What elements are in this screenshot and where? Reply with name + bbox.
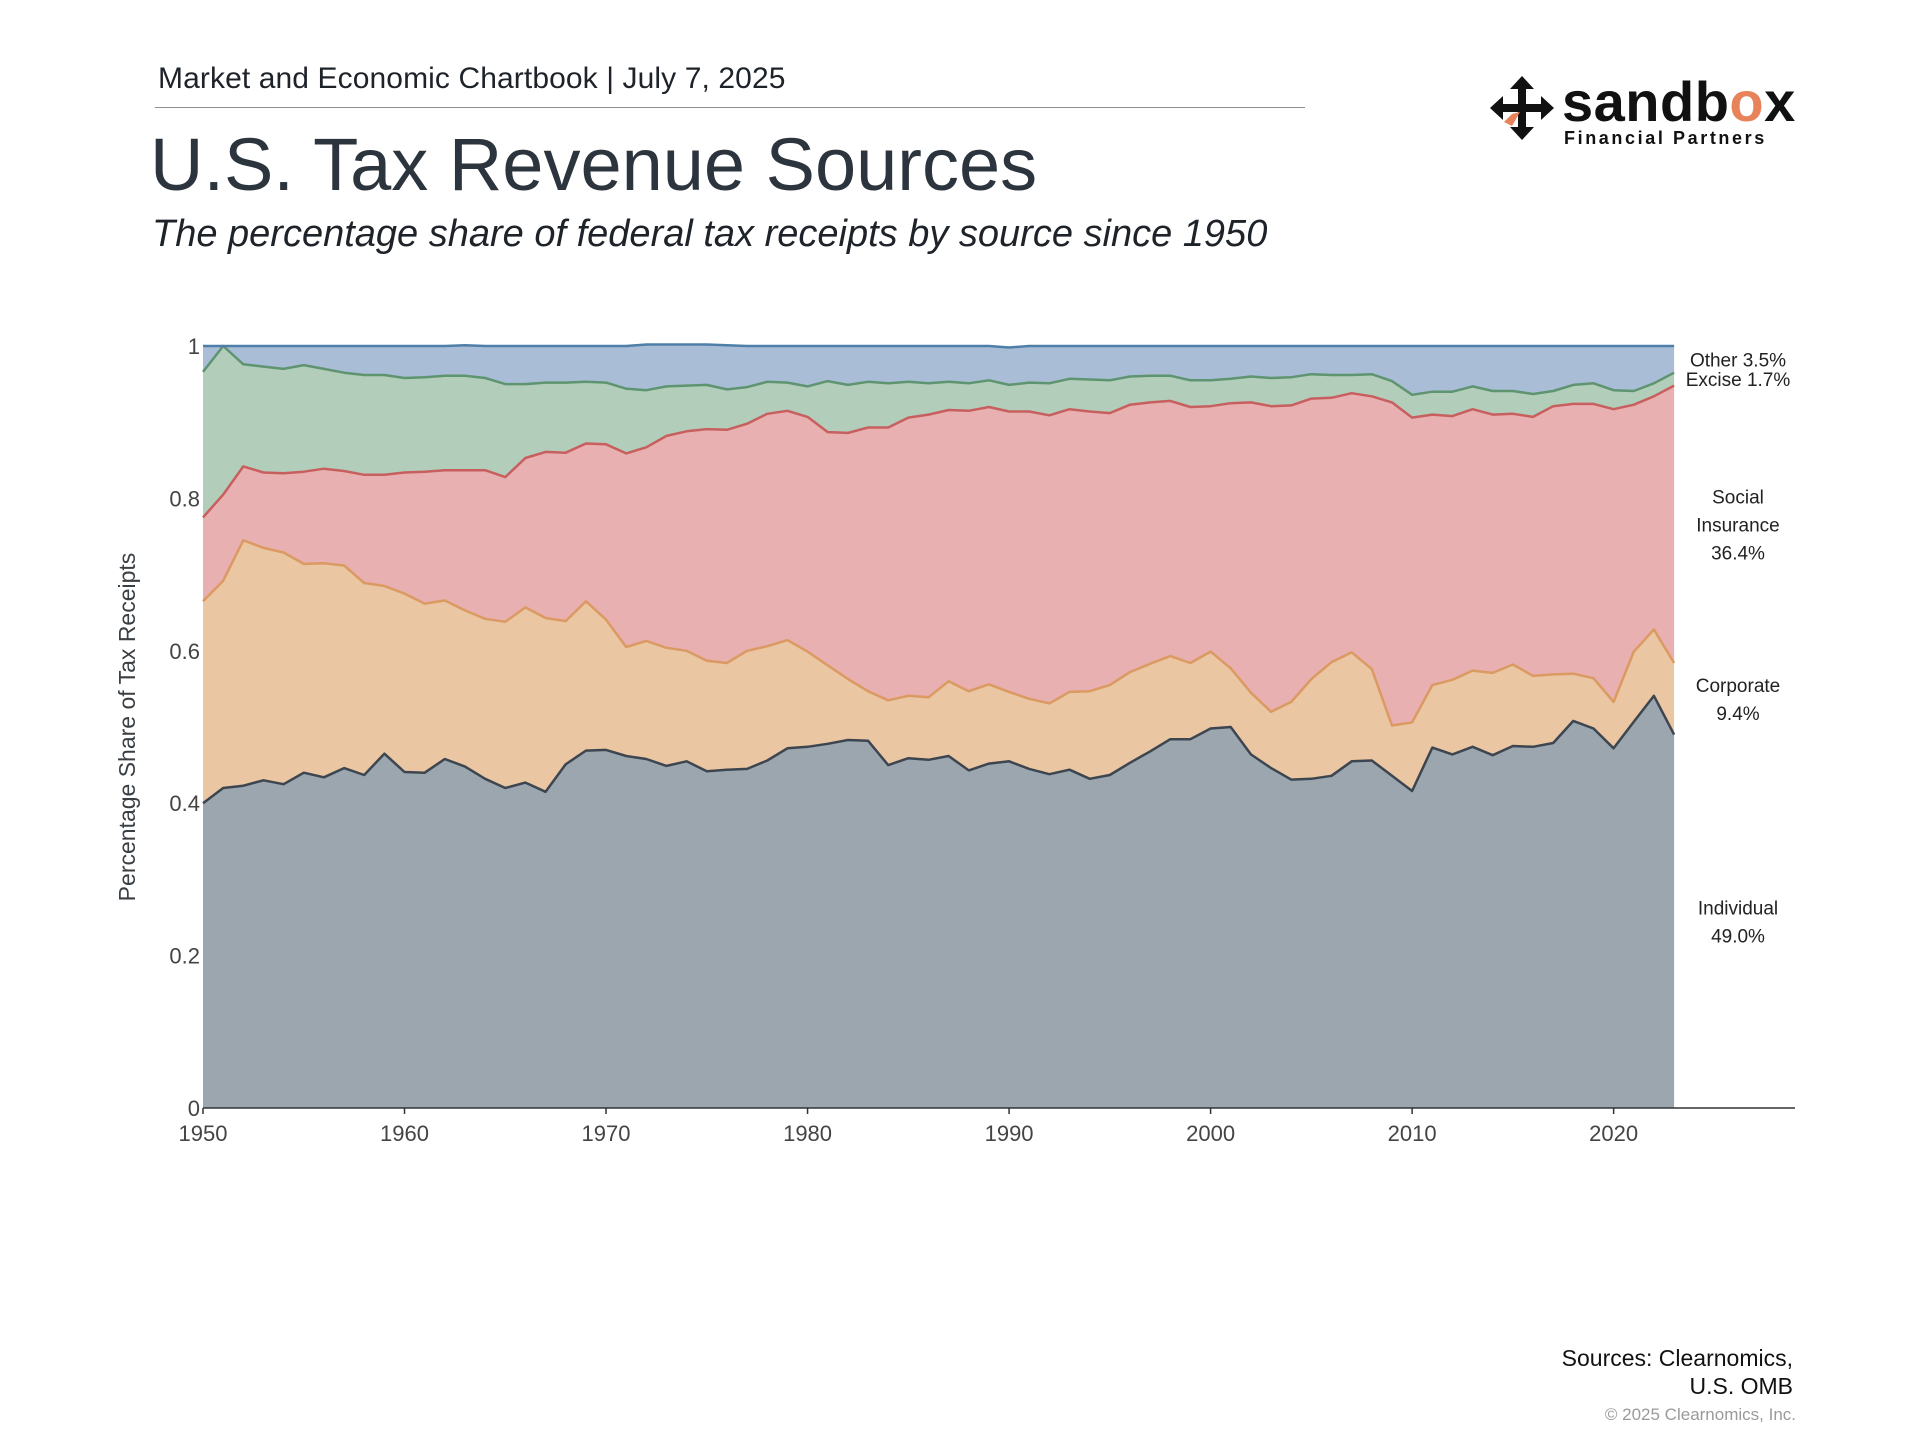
series-label-social-insurance: 36.4% bbox=[1711, 543, 1765, 564]
line-excise bbox=[202, 344, 1675, 397]
line-corporate bbox=[202, 539, 1676, 727]
sources-note: Sources: Clearnomics, U.S. OMB bbox=[1562, 1344, 1793, 1400]
logo-wordmark: sandbox bbox=[1562, 70, 1796, 134]
y-tick-label: 0.6 bbox=[169, 639, 200, 664]
series-lines bbox=[202, 343, 1676, 805]
area-excise bbox=[203, 346, 1675, 518]
x-tick-label: 1990 bbox=[985, 1121, 1034, 1146]
area-corporate bbox=[203, 540, 1675, 804]
x-axis-ticks: 1950 1960 1970 1980 1990 2000 2010 2020 bbox=[179, 1108, 1638, 1146]
logo-tagline: Financial Partners bbox=[1564, 128, 1767, 148]
series-label-individual: 49.0% bbox=[1711, 926, 1765, 947]
logo-word-accent: o bbox=[1729, 70, 1765, 133]
series-label-individual: Individual bbox=[1698, 898, 1778, 919]
sandbox-logo: sandbox Financial Partners bbox=[1490, 70, 1795, 160]
line-other bbox=[203, 343, 1675, 349]
page-title: U.S. Tax Revenue Sources bbox=[150, 123, 1038, 206]
series-label-corporate: Corporate bbox=[1696, 676, 1781, 697]
series-label-excise: Excise 1.7% bbox=[1686, 370, 1791, 391]
page-subtitle: The percentage share of federal tax rece… bbox=[152, 213, 1268, 255]
y-tick-label: 1 bbox=[188, 334, 200, 359]
y-tick-label: 0.4 bbox=[169, 791, 200, 816]
line-individual bbox=[202, 694, 1676, 805]
x-tick-label: 1950 bbox=[179, 1121, 228, 1146]
area-layers bbox=[203, 344, 1675, 1108]
y-tick-label: 0.2 bbox=[169, 944, 200, 969]
logo-word-suffix: x bbox=[1764, 70, 1796, 133]
copyright-note: © 2025 Clearnomics, Inc. bbox=[1604, 1405, 1796, 1424]
x-tick-label: 1980 bbox=[783, 1121, 832, 1146]
series-label-other: Other 3.5% bbox=[1690, 350, 1786, 371]
x-tick-label: 2010 bbox=[1388, 1121, 1437, 1146]
line-social-insurance bbox=[202, 384, 1675, 519]
area-individual bbox=[203, 695, 1675, 1108]
x-tick-label: 1970 bbox=[582, 1121, 631, 1146]
sources-line-2: U.S. OMB bbox=[1689, 1373, 1793, 1399]
y-tick-label: 0 bbox=[188, 1096, 200, 1121]
x-tick-label: 2020 bbox=[1589, 1121, 1638, 1146]
series-label-corporate: 9.4% bbox=[1716, 704, 1759, 725]
accent-arrow-icon bbox=[1504, 112, 1520, 126]
series-labels: Individual 49.0% Corporate 9.4% Social Insura… bbox=[1686, 350, 1791, 947]
sources-line-1: Sources: Clearnomics, bbox=[1561, 1345, 1793, 1371]
y-axis-title: Percentage Share of Tax Receipts bbox=[114, 553, 140, 902]
y-axis-ticks: 0 0.2 0.4 0.6 0.8 1 bbox=[169, 334, 200, 1121]
series-label-social-insurance: Insurance bbox=[1696, 515, 1779, 536]
chartbook-header: Market and Economic Chartbook | July 7, … bbox=[158, 62, 786, 95]
x-tick-label: 1960 bbox=[380, 1121, 429, 1146]
header-divider bbox=[155, 107, 1305, 108]
y-tick-label: 0.8 bbox=[169, 486, 200, 511]
four-way-arrows-icon bbox=[1490, 76, 1554, 140]
logo-word-prefix: sandb bbox=[1562, 70, 1730, 133]
series-label-social-insurance: Social bbox=[1712, 487, 1764, 508]
area-social-insurance bbox=[203, 385, 1675, 726]
x-tick-label: 2000 bbox=[1186, 1121, 1235, 1146]
